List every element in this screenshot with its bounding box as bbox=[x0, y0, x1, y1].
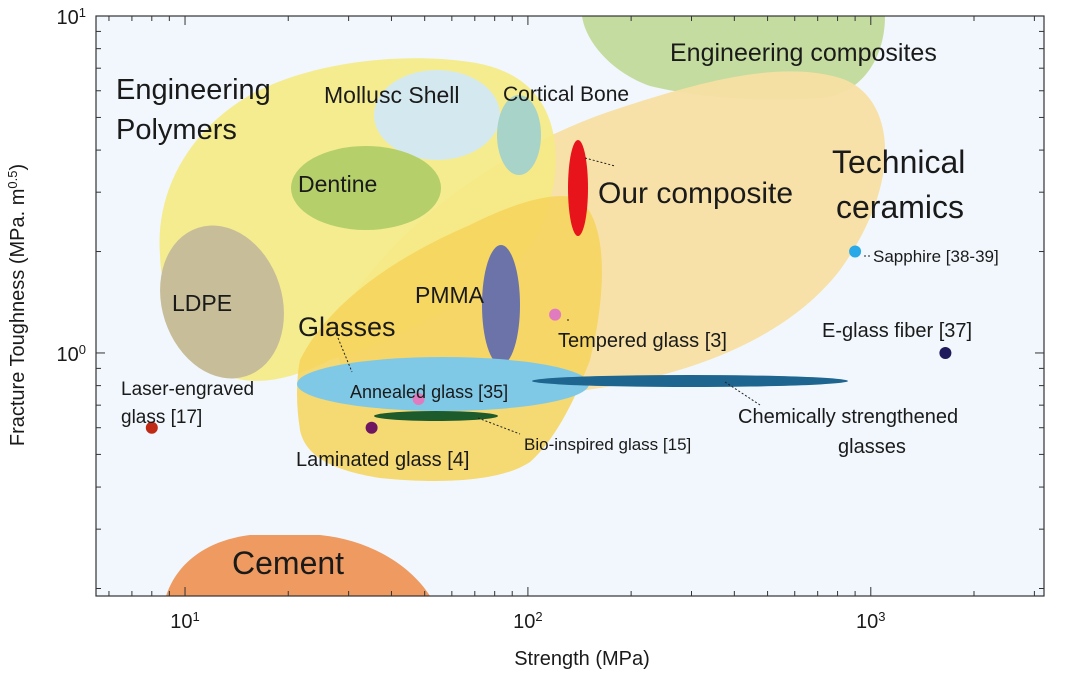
point-tempered-glass-3 bbox=[549, 308, 562, 321]
leader-chemically bbox=[724, 381, 761, 406]
label-technical-ceramics-2: ceramics bbox=[836, 189, 964, 225]
label-pmma: PMMA bbox=[415, 282, 485, 308]
label-bio-inspired: Bio-inspired glass [15] bbox=[524, 435, 691, 454]
point-sapphire-38-39 bbox=[849, 245, 862, 258]
label-engineering-polymers-2: Polymers bbox=[116, 114, 237, 146]
x-tick-label: 103 bbox=[856, 609, 885, 634]
region-pmma bbox=[482, 245, 520, 365]
label-our-composite: Our composite bbox=[598, 177, 793, 210]
x-tick-label-base: 10 bbox=[856, 611, 878, 633]
regions bbox=[159, 16, 886, 596]
y-axis-label-close: ) bbox=[7, 164, 29, 171]
point-laser-engraved-glass-17 bbox=[145, 421, 158, 434]
y-axis-label-sup: 0.5 bbox=[5, 171, 20, 189]
label-dentine: Dentine bbox=[298, 171, 377, 197]
region-annealed-glass bbox=[297, 357, 589, 411]
label-engineering-polymers-1: Engineering bbox=[116, 74, 271, 106]
leader-bio bbox=[477, 417, 521, 435]
data-points bbox=[145, 245, 952, 434]
label-laser-engraved-1: Laser-engraved bbox=[121, 379, 254, 400]
region-chemically-strengthened bbox=[532, 375, 848, 387]
label-cement: Cement bbox=[232, 545, 344, 581]
region-our-composite bbox=[568, 140, 588, 236]
x-tick-label-base: 10 bbox=[513, 611, 535, 633]
y-axis-label: Fracture Toughness (MPa. m0.5) bbox=[5, 164, 30, 446]
label-chemically-2: glasses bbox=[838, 436, 906, 458]
point-laminated-glass-4 bbox=[365, 421, 378, 434]
label-technical-ceramics-1: Technical bbox=[832, 144, 965, 180]
region-ldpe bbox=[160, 225, 284, 379]
label-laser-engraved-2: glass [17] bbox=[121, 407, 202, 428]
y-axis-label-main: Fracture Toughness (MPa. m bbox=[7, 189, 29, 447]
x-axis-label: Strength (MPa) bbox=[514, 648, 650, 670]
label-tempered-glass: Tempered glass [3] bbox=[558, 330, 727, 352]
x-tick-label-exp: 3 bbox=[878, 609, 885, 624]
y-tick-label-base: 10 bbox=[57, 344, 79, 366]
x-tick-label: 102 bbox=[513, 609, 542, 634]
axis-ticks bbox=[96, 15, 1044, 596]
leader-lines bbox=[337, 157, 872, 435]
x-tick-label-exp: 2 bbox=[535, 609, 542, 624]
y-tick-label-exp: 1 bbox=[79, 5, 86, 20]
label-cortical-bone: Cortical Bone bbox=[503, 83, 629, 106]
label-mollusc-shell: Mollusc Shell bbox=[324, 82, 460, 108]
label-e-glass-fiber: E-glass fiber [37] bbox=[822, 320, 972, 342]
label-chemically-1: Chemically strengthened bbox=[738, 406, 958, 428]
y-tick-label-exp: 0 bbox=[79, 341, 86, 356]
region-dentine bbox=[291, 146, 441, 230]
label-glasses: Glasses bbox=[298, 312, 396, 342]
label-engineering-composites: Engineering composites bbox=[670, 39, 937, 67]
y-tick-label: 100 bbox=[57, 341, 86, 366]
region-bio-inspired-glass bbox=[374, 411, 498, 421]
label-sapphire: Sapphire [38-39] bbox=[873, 247, 999, 266]
x-tick-label-exp: 1 bbox=[193, 609, 200, 624]
labels: Engineering composites Engineering Polym… bbox=[116, 39, 999, 581]
y-tick-label-base: 10 bbox=[57, 7, 79, 29]
axes-frame bbox=[95, 15, 1045, 597]
region-cortical-bone bbox=[497, 95, 541, 175]
y-tick-label: 101 bbox=[57, 5, 86, 30]
label-annealed-glass: Annealed glass [35] bbox=[350, 382, 508, 402]
point-e-glass-fiber-37 bbox=[939, 347, 952, 359]
region-glasses bbox=[297, 196, 602, 481]
point-annealed-glass bbox=[412, 393, 425, 405]
label-laminated-glass: Laminated glass [4] bbox=[296, 449, 469, 471]
region-mollusc-shell bbox=[374, 70, 500, 160]
leader-our-composite bbox=[584, 157, 616, 167]
label-ldpe: LDPE bbox=[172, 290, 232, 316]
x-tick-label: 101 bbox=[170, 609, 199, 634]
x-tick-label-base: 10 bbox=[170, 611, 192, 633]
region-cement bbox=[166, 535, 430, 596]
